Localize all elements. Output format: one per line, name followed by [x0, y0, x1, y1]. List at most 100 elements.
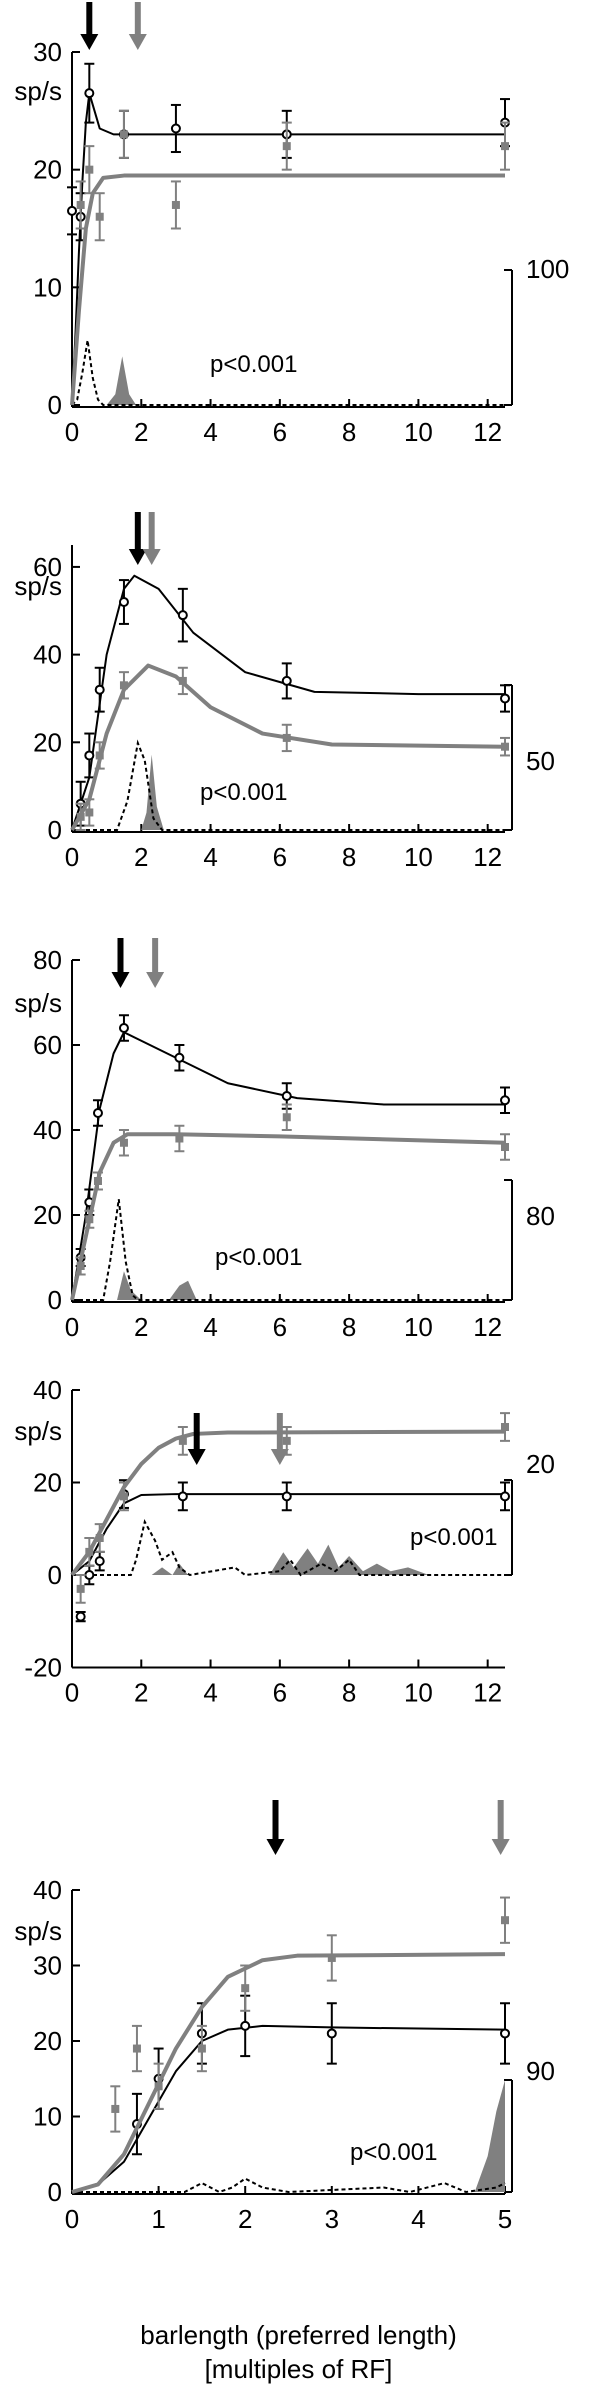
x-tick-label: 0: [65, 2204, 79, 2234]
data-point-gray: [282, 1113, 291, 1122]
y-tick-label: 30: [33, 37, 62, 67]
dist-dashed: [72, 1519, 505, 1577]
data-point-black: [92, 1108, 103, 1118]
data-point-black: [500, 1491, 510, 1502]
data-point-black: [281, 1091, 292, 1101]
data-point-gray: [327, 1953, 336, 1962]
y-axis-unit-label: sp/s: [14, 76, 62, 106]
x-axis-title-line2: [multiples of RF]: [204, 2354, 393, 2384]
data-point-gray: [76, 1262, 85, 1270]
annotation-p-value: p<0.001: [200, 779, 287, 806]
data-point-gray: [85, 165, 94, 174]
dist-filled: [474, 2080, 505, 2192]
data-point-gray: [171, 200, 180, 209]
data-point-gray: [85, 808, 94, 817]
data-point-black: [281, 1491, 292, 1502]
right-axis-label: 100: [526, 254, 569, 284]
x-tick-label: 6: [273, 842, 287, 872]
data-point-black: [84, 1570, 95, 1580]
data-point-black: [281, 675, 292, 686]
fit-line-gray: [70, 1429, 506, 1577]
y-tick-label: 40: [33, 1115, 62, 1145]
x-tick-label: 10: [404, 1312, 433, 1342]
arrow-head: [142, 549, 161, 565]
data-point-black: [118, 1023, 129, 1033]
x-tick-label: 10: [404, 417, 433, 447]
y-tick-label: 60: [33, 552, 62, 582]
data-point-gray: [501, 1916, 509, 1925]
y-tick-label: 30: [33, 1951, 62, 1981]
data-point-gray: [501, 142, 509, 151]
y-tick-label: 20: [33, 2026, 62, 2056]
x-tick-label: 2: [238, 2204, 252, 2234]
arrow-head: [266, 1839, 285, 1855]
data-point-black: [177, 1491, 188, 1502]
data-point-black: [84, 88, 95, 99]
x-tick-label: 6: [273, 1312, 287, 1342]
data-point-black: [170, 123, 181, 134]
x-tick-label: 2: [134, 1678, 148, 1708]
y-tick-label: -20: [24, 1653, 62, 1683]
arrow-head: [491, 1839, 510, 1855]
y-tick-label: 10: [33, 272, 62, 302]
dist-filled: [117, 1271, 506, 1300]
x-tick-label: 5: [498, 2204, 512, 2234]
data-point-gray: [119, 1138, 128, 1147]
fit-line-gray: [70, 1132, 506, 1301]
x-tick-label: 10: [404, 1678, 433, 1708]
x-tick-label: 1: [151, 2204, 165, 2234]
annotation-p-value: p<0.001: [215, 1244, 302, 1271]
dist-filled: [106, 356, 505, 405]
y-tick-label: 60: [33, 1030, 62, 1060]
y-axis-unit-label: sp/s: [14, 571, 62, 601]
data-point-gray: [175, 1134, 184, 1143]
panel-3: 0 20 40 60 80 sp/s 0 2 4 6 8 10 12 80 p<0.001: [14, 938, 555, 1342]
data-point-gray: [93, 1177, 102, 1185]
x-tick-label: 4: [203, 842, 217, 872]
y-tick-label: 0: [48, 2177, 62, 2207]
fit-line-black: [71, 2024, 506, 2193]
x-tick-label: 12: [473, 417, 502, 447]
data-point-gray: [282, 1436, 291, 1445]
data-point-gray: [95, 1534, 104, 1542]
x-tick-label: 12: [473, 842, 502, 872]
y-tick-label: 20: [33, 727, 62, 757]
x-tick-label: 0: [65, 1312, 79, 1342]
data-point-gray: [501, 1143, 509, 1151]
data-point-gray: [111, 2104, 120, 2113]
right-axis-label: 20: [526, 1449, 555, 1479]
data-point-black: [94, 684, 105, 695]
panel-1: 0 10 20 30 sp/s 0 2 4 6 8 10 12 100 p<0.001: [14, 2, 569, 447]
x-tick-label: 10: [404, 842, 433, 872]
fit-line-black: [71, 574, 505, 831]
x-axis-title-line1: barlength (preferred length): [140, 2320, 457, 2350]
data-point-gray: [95, 212, 104, 221]
data-point-black: [84, 750, 95, 761]
right-axis-label: 90: [526, 2056, 555, 2086]
data-point-black: [240, 2020, 251, 2031]
data-point-gray: [501, 1423, 509, 1431]
y-tick-label: 0: [48, 390, 62, 420]
x-tick-label: 8: [342, 1678, 356, 1708]
y-axis-unit-label: sp/s: [14, 988, 62, 1018]
x-tick-label: 8: [342, 842, 356, 872]
y-tick-label: 40: [33, 1875, 62, 1905]
data-point-black: [326, 2028, 337, 2039]
data-point-gray: [241, 1984, 250, 1993]
data-point-black: [94, 1556, 105, 1567]
x-tick-label: 4: [411, 2204, 425, 2234]
fit-line-gray: [70, 663, 506, 831]
annotation-p-value: p<0.001: [350, 2139, 437, 2166]
y-axis-unit-label: sp/s: [14, 1416, 62, 1446]
dist-filled: [141, 754, 505, 830]
data-point-gray: [178, 676, 187, 685]
annotation-p-value: p<0.001: [210, 351, 297, 378]
x-tick-label: 2: [134, 1312, 148, 1342]
arrow-head: [270, 1449, 289, 1465]
y-tick-label: 20: [33, 1200, 62, 1230]
data-point-gray: [76, 1584, 85, 1593]
